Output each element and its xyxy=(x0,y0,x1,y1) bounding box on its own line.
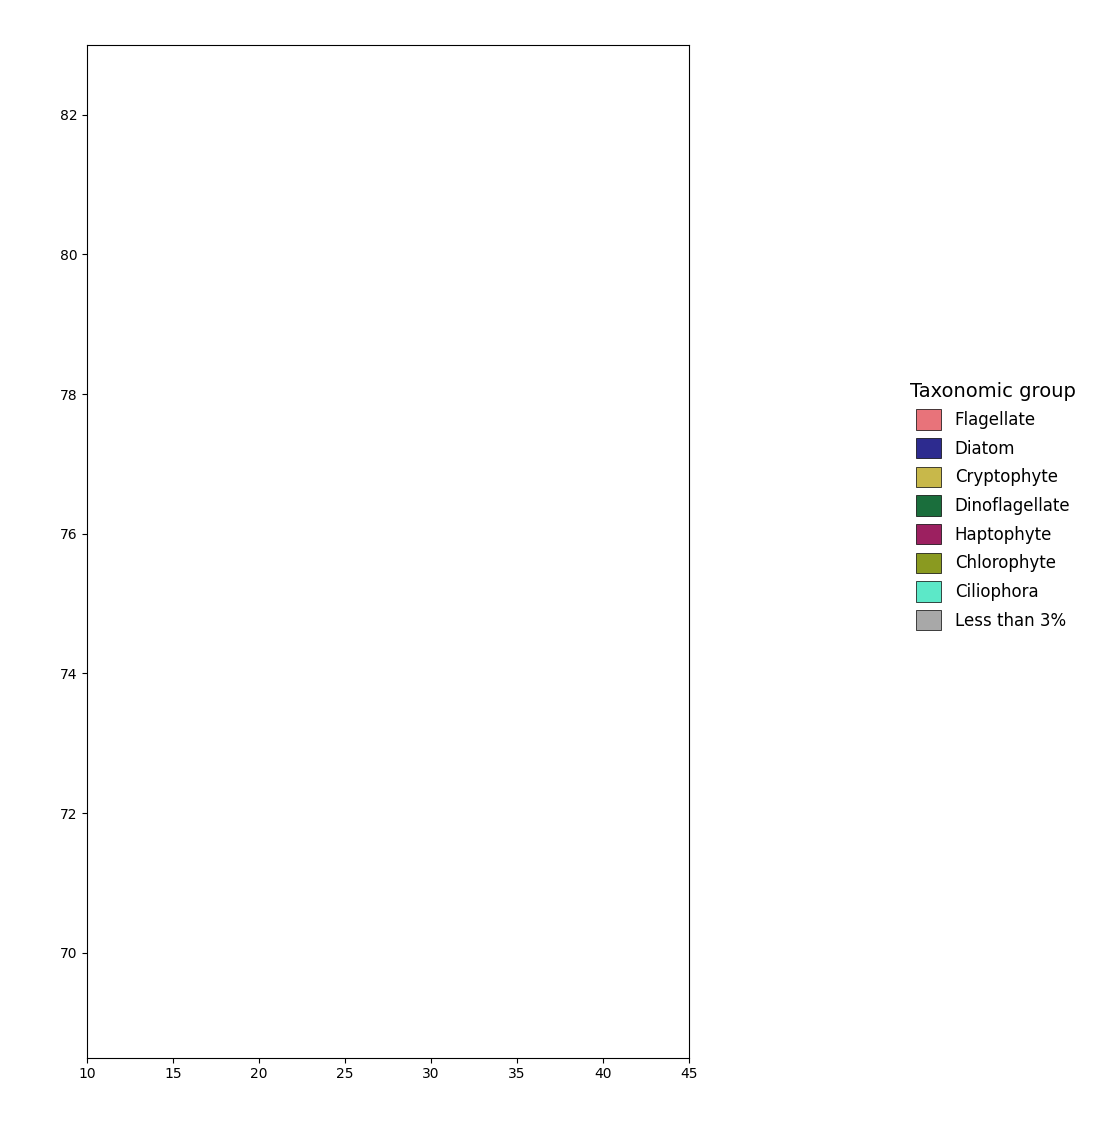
Legend: Flagellate, Diatom, Cryptophyte, Dinoflagellate, Haptophyte, Chlorophyte, Ciliop: Flagellate, Diatom, Cryptophyte, Dinofla… xyxy=(902,374,1084,639)
